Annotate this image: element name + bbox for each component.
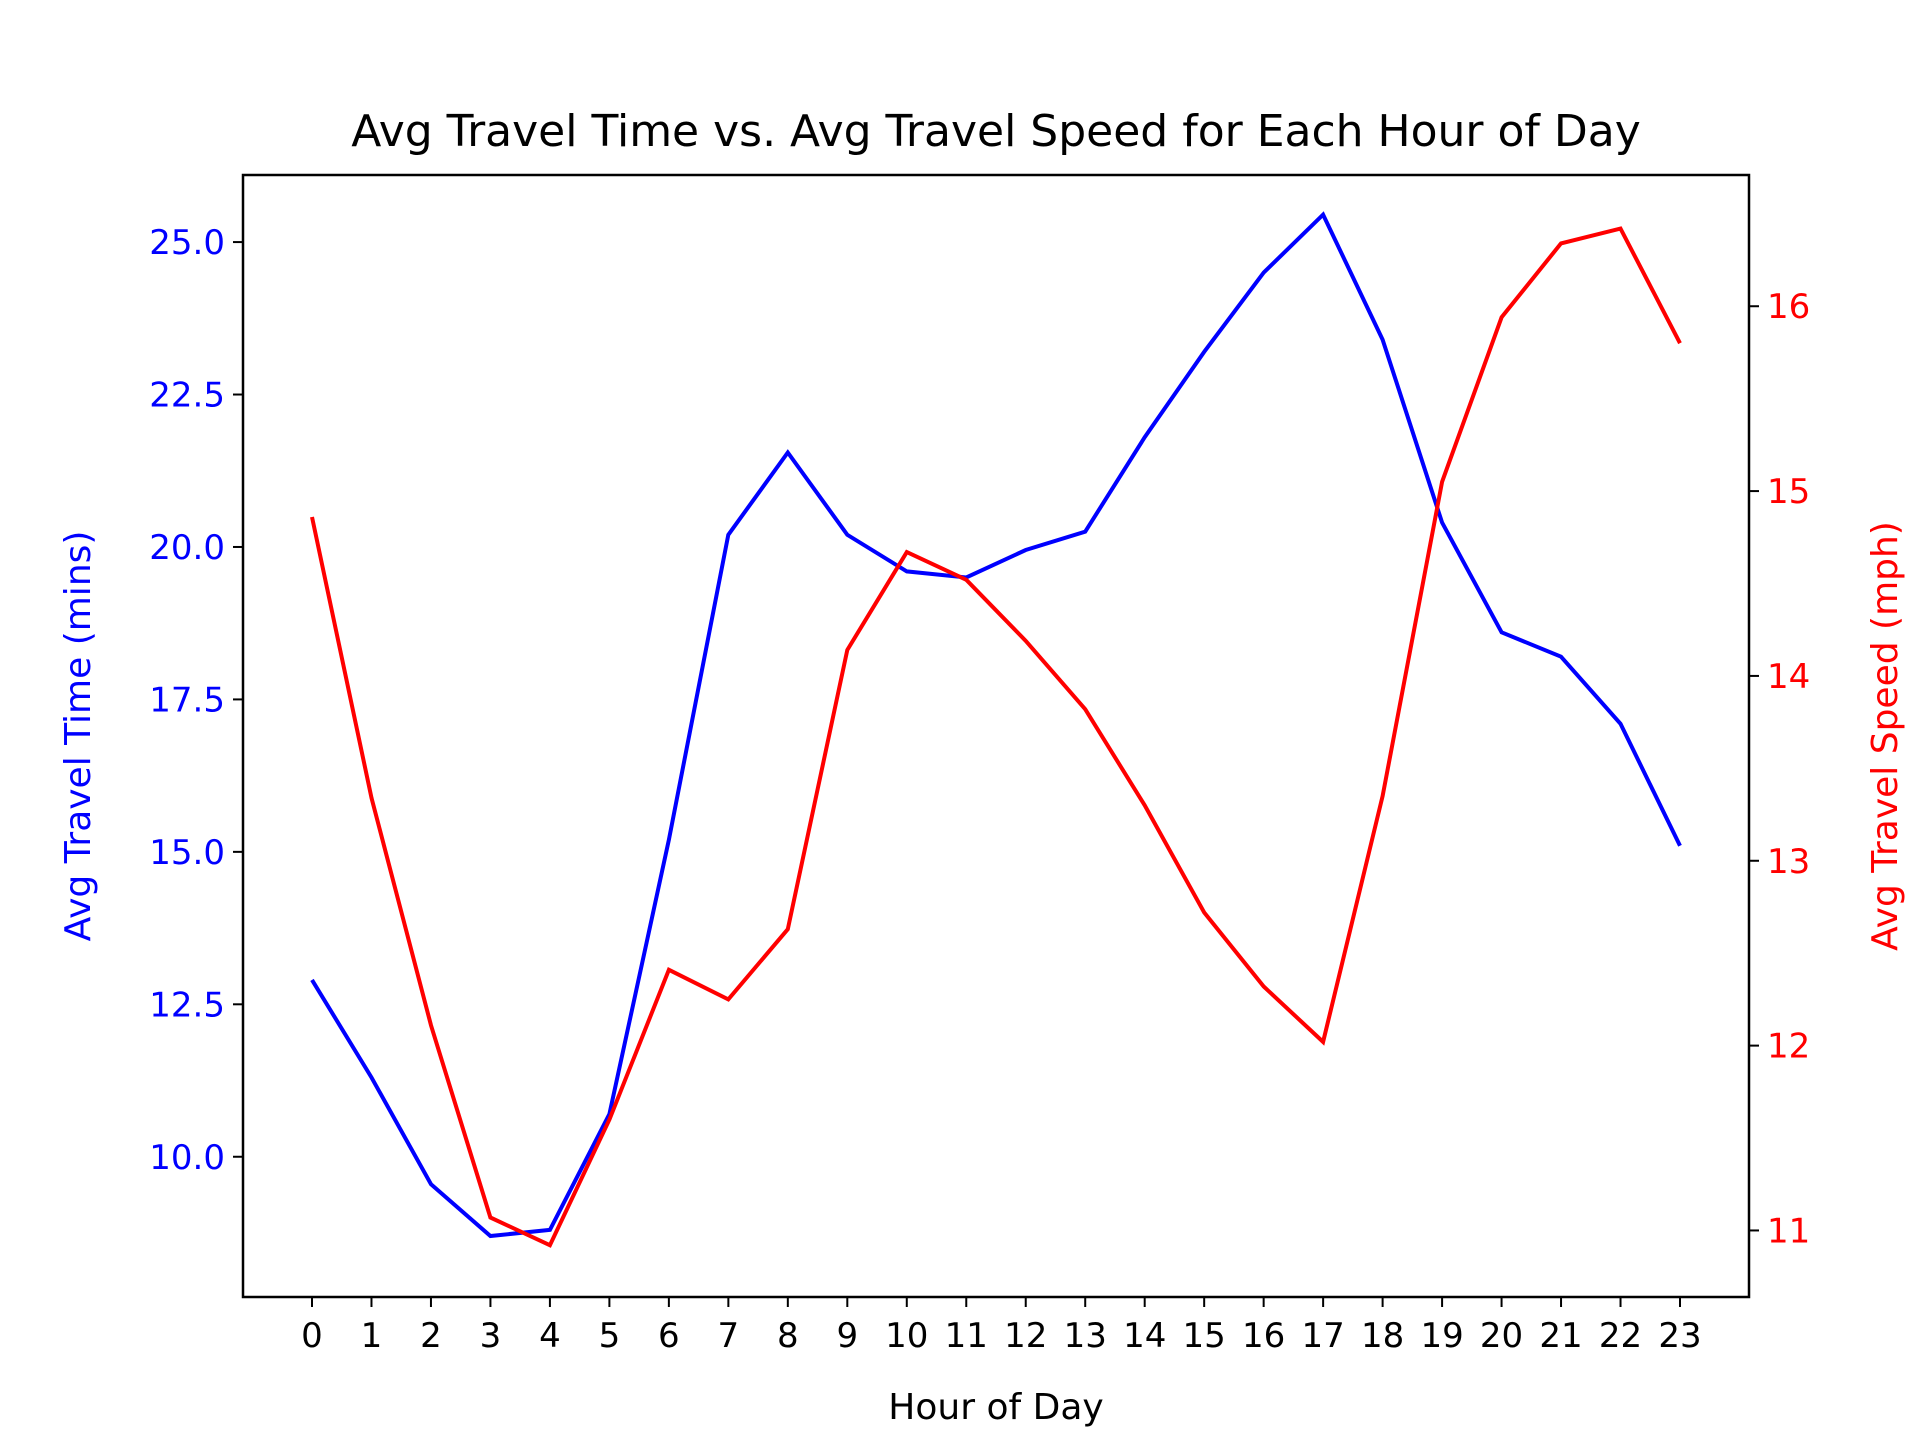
x-tick-label: 20: [1480, 1316, 1523, 1356]
x-tick-label: 14: [1123, 1316, 1166, 1356]
x-tick-label: 13: [1064, 1316, 1107, 1356]
travel-speed-series-line: [310, 226, 1682, 1248]
x-tick-label: 23: [1658, 1316, 1701, 1356]
x-tick-label: 17: [1301, 1316, 1344, 1356]
left-y-axis-label: Avg Travel Time (mins): [58, 531, 99, 942]
x-tick-label: 11: [945, 1316, 988, 1356]
left-y-tick-label: 20.0: [149, 528, 225, 568]
right-y-tick-label: 16: [1767, 287, 1810, 327]
left-y-tick-label: 10.0: [149, 1138, 225, 1178]
travel-time-series-line: [310, 211, 1682, 1239]
x-tick-label: 15: [1183, 1316, 1226, 1356]
x-tick-label: 10: [885, 1316, 928, 1356]
x-tick-label: 16: [1242, 1316, 1285, 1356]
x-tick-label: 4: [539, 1316, 561, 1356]
x-tick-label: 9: [836, 1316, 858, 1356]
right-y-axis: 11 12 13 14 15 16: [1749, 287, 1810, 1251]
left-y-tick-label: 17.5: [149, 680, 225, 720]
x-tick-label: 19: [1420, 1316, 1463, 1356]
x-tick-label: 18: [1361, 1316, 1404, 1356]
x-axis-label: Hour of Day: [888, 1387, 1103, 1428]
left-y-tick-label: 15.0: [149, 833, 225, 873]
left-y-tick-label: 12.5: [149, 985, 225, 1025]
x-tick-label: 21: [1539, 1316, 1582, 1356]
x-tick-label: 12: [1004, 1316, 1047, 1356]
x-tick-label: 22: [1599, 1316, 1642, 1356]
x-tick-label: 6: [658, 1316, 680, 1356]
left-y-axis: 10.0 12.5 15.0 17.5 20.0 22.5 25.0: [149, 223, 243, 1178]
x-tick-label: 3: [480, 1316, 502, 1356]
x-tick-label: 0: [301, 1316, 323, 1356]
x-tick-label: 7: [718, 1316, 740, 1356]
right-y-tick-label: 13: [1767, 842, 1810, 882]
series-layer: [310, 211, 1682, 1248]
x-tick-label: 2: [420, 1316, 442, 1356]
chart-title: Avg Travel Time vs. Avg Travel Speed for…: [351, 106, 1641, 157]
left-y-tick-label: 25.0: [149, 223, 225, 263]
x-axis: 0 1 2 3 4 5 6 7 8 9 10 11 12 13 14 15 16 17 18 19 20 21 22 23: [301, 1297, 1702, 1356]
plot-frame: [241, 173, 1751, 1299]
right-y-tick-label: 15: [1767, 472, 1810, 512]
left-y-tick-label: 22.5: [149, 376, 225, 416]
x-tick-label: 8: [777, 1316, 799, 1356]
x-tick-label: 5: [599, 1316, 621, 1356]
right-y-tick-label: 11: [1767, 1211, 1810, 1251]
right-y-axis-label: Avg Travel Speed (mph): [1865, 521, 1906, 951]
right-y-tick-label: 12: [1767, 1027, 1810, 1067]
right-y-tick-label: 14: [1767, 657, 1810, 697]
x-tick-label: 1: [361, 1316, 383, 1356]
